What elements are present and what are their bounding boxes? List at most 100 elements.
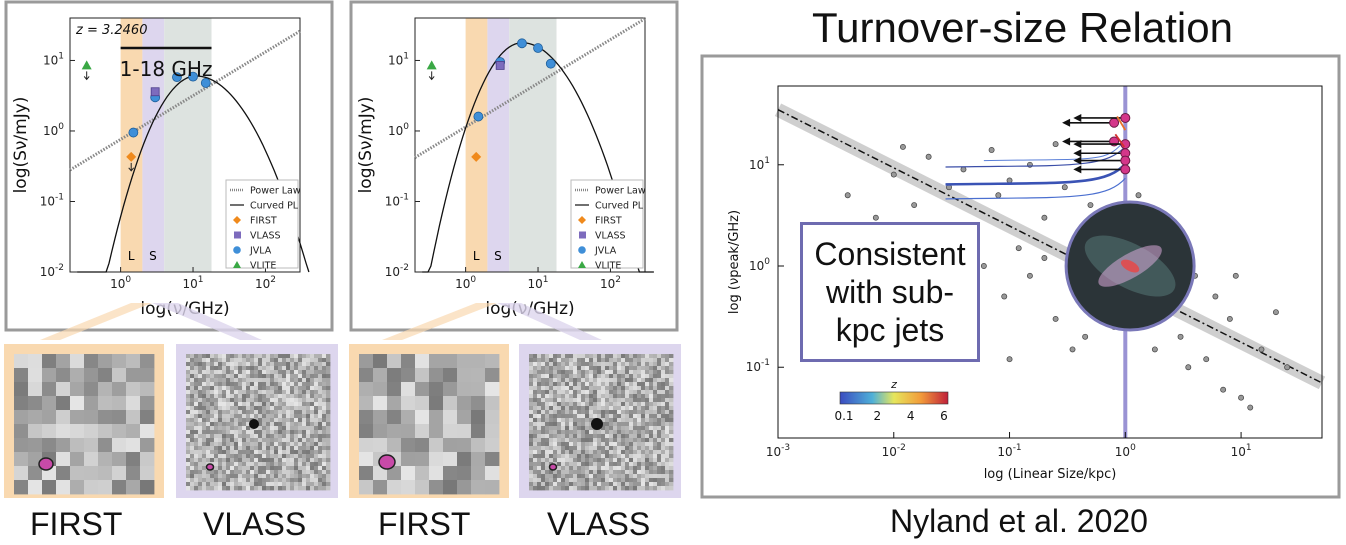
noise-pixel: [234, 458, 239, 463]
noise-pixel: [657, 370, 662, 375]
noise-pixel: [537, 450, 542, 455]
noise-pixel: [234, 370, 239, 375]
noise-pixel: [553, 398, 558, 403]
noise-pixel: [387, 410, 402, 425]
noise-pixel: [541, 478, 546, 483]
noise-pixel: [310, 354, 315, 359]
noise-pixel: [653, 482, 658, 487]
noise-pixel: [270, 442, 275, 447]
noise-pixel: [605, 394, 610, 399]
noise-pixel: [549, 394, 554, 399]
noise-pixel: [593, 482, 598, 487]
noise-pixel: [415, 424, 430, 439]
noise-pixel: [561, 418, 566, 423]
noise-pixel: [605, 382, 610, 387]
noise-pixel: [593, 370, 598, 375]
y-axis-label: log (νpeak/GHz): [727, 210, 742, 314]
noise-pixel: [310, 438, 315, 443]
noise-pixel: [326, 434, 331, 439]
noise-pixel: [585, 390, 590, 395]
noise-pixel: [302, 466, 307, 471]
noise-pixel: [274, 414, 279, 419]
arrow-head: [1073, 156, 1082, 165]
noise-pixel: [238, 406, 243, 411]
noise-pixel: [226, 362, 231, 367]
noise-pixel: [290, 458, 295, 463]
noise-pixel: [545, 366, 550, 371]
noise-pixel: [270, 370, 275, 375]
noise-pixel: [597, 386, 602, 391]
noise-pixel: [190, 478, 195, 483]
noise-pixel: [298, 430, 303, 435]
noise-pixel: [359, 396, 374, 411]
noise-pixel: [665, 370, 670, 375]
noise-pixel: [597, 398, 602, 403]
noise-pixel: [625, 354, 630, 359]
noise-pixel: [254, 382, 259, 387]
noise-pixel: [533, 482, 538, 487]
noise-pixel: [581, 470, 586, 475]
noise-pixel: [629, 438, 634, 443]
noise-pixel: [541, 410, 546, 415]
noise-pixel: [318, 458, 323, 463]
noise-pixel: [190, 378, 195, 383]
noise-pixel: [310, 402, 315, 407]
noise-pixel: [601, 406, 606, 411]
noise-pixel: [629, 394, 634, 399]
noise-pixel: [302, 442, 307, 447]
noise-pixel: [573, 442, 578, 447]
noise-pixel: [98, 452, 113, 467]
noise-pixel: [533, 414, 538, 419]
noise-pixel: [633, 390, 638, 395]
right-title: Turnover-size Relation: [812, 4, 1233, 51]
noise-pixel: [549, 366, 554, 371]
noise-pixel: [186, 418, 191, 423]
noise-pixel: [290, 414, 295, 419]
noise-pixel: [541, 418, 546, 423]
noise-pixel: [278, 462, 283, 467]
noise-pixel: [613, 366, 618, 371]
noise-pixel: [270, 382, 275, 387]
legend-label: VLASS: [595, 231, 626, 242]
noise-pixel: [637, 370, 642, 375]
noise-pixel: [250, 470, 255, 475]
noise-pixel: [140, 480, 155, 495]
noise-pixel: [286, 386, 291, 391]
noise-pixel: [302, 474, 307, 479]
noise-pixel: [617, 426, 622, 431]
noise-pixel: [589, 378, 594, 383]
noise-pixel: [322, 434, 327, 439]
noise-pixel: [585, 378, 590, 383]
noise-pixel: [250, 354, 255, 359]
noise-pixel: [545, 378, 550, 383]
sample-point: [1177, 333, 1184, 340]
band-letter-l: L: [473, 249, 480, 263]
noise-pixel: [298, 382, 303, 387]
noise-pixel: [529, 370, 534, 375]
noise-pixel: [322, 374, 327, 379]
noise-pixel: [617, 450, 622, 455]
noise-pixel: [298, 394, 303, 399]
noise-pixel: [98, 438, 113, 453]
noise-pixel: [669, 482, 674, 487]
noise-pixel: [266, 450, 271, 455]
noise-pixel: [593, 474, 598, 479]
noise-pixel: [250, 442, 255, 447]
noise-pixel: [561, 422, 566, 427]
y-axis-label: log(Sν/mJy): [356, 97, 376, 194]
noise-pixel: [318, 438, 323, 443]
noise-pixel: [194, 398, 199, 403]
noise-pixel: [617, 402, 622, 407]
noise-pixel: [665, 470, 670, 475]
noise-pixel: [274, 486, 279, 491]
noise-pixel: [661, 454, 666, 459]
noise-pixel: [637, 442, 642, 447]
noise-pixel: [314, 370, 319, 375]
noise-pixel: [246, 418, 251, 423]
noise-pixel: [214, 422, 219, 427]
noise-pixel: [274, 442, 279, 447]
noise-pixel: [581, 362, 586, 367]
sample-point: [1052, 141, 1059, 148]
noise-pixel: [553, 430, 558, 435]
noise-pixel: [310, 406, 315, 411]
